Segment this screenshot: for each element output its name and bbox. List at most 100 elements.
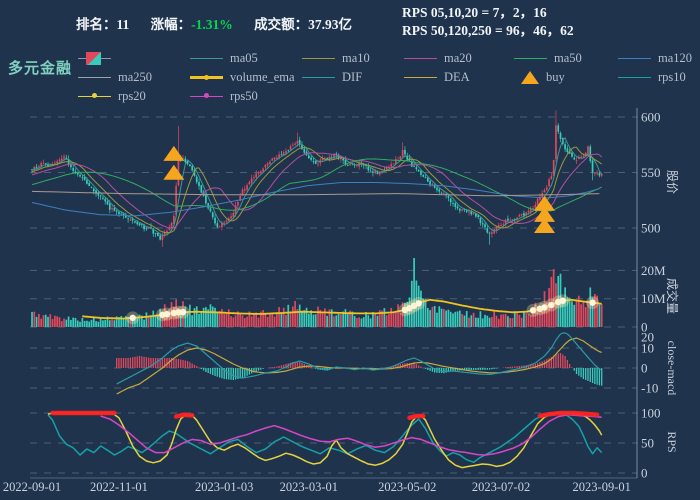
ma250-line	[31, 190, 600, 197]
ma50-line-swatch-icon	[514, 57, 547, 59]
panel-title-rps: RPS	[665, 431, 679, 452]
legend-label: buy	[546, 69, 565, 84]
rps-summary-line-2: RPS 50,120,250 = 96，46，62	[402, 23, 574, 38]
rps-high-highlight-segment	[537, 410, 600, 419]
y-tick-label: 0	[641, 320, 648, 335]
y-tick-label: 100	[641, 406, 661, 421]
legend-marker-dot	[92, 93, 97, 98]
y-tick-label: 0	[641, 466, 648, 481]
ma50-line	[31, 158, 602, 212]
legend-marker-dot	[204, 75, 209, 80]
legend-label: DIF	[342, 69, 363, 84]
legend-item-DEA: DEA	[404, 70, 470, 84]
legend-item-ma120: ma120	[618, 51, 692, 65]
rps20-line-swatch-icon	[78, 93, 111, 98]
legend-label: rps10	[658, 69, 686, 84]
ma10-line-swatch-icon	[302, 57, 335, 59]
DEA-line-swatch-icon	[404, 76, 437, 78]
legend-item-ma50: ma50	[514, 51, 582, 65]
y-tick-label: 50	[641, 436, 654, 451]
ema-marker-icon	[548, 301, 555, 309]
x-tick-label: 2023-05-02	[378, 480, 436, 494]
rps10-line	[47, 412, 603, 463]
ma20-line-swatch-icon	[404, 57, 437, 59]
panel-title-volume: 成交量	[665, 278, 680, 314]
rps50-line	[100, 414, 602, 456]
rps-summary-line-1: RPS 05,10,20 = 7，2，16	[402, 5, 547, 20]
x-tick-label: 2022-11-01	[90, 480, 148, 494]
legend-item-ma20: ma20	[404, 51, 472, 65]
legend-label: ma50	[554, 50, 582, 65]
rps-high-highlight-segment	[173, 412, 195, 419]
ma120-line	[31, 182, 600, 217]
legend-label: rps50	[230, 88, 258, 103]
y-tick-label: 10	[641, 341, 654, 356]
legend-item-rps50: rps50	[190, 89, 258, 103]
ma05-line-swatch-icon	[190, 57, 223, 59]
y-tick-label: 500	[641, 221, 661, 236]
panel-title-macd: close-macd	[665, 341, 679, 396]
ema-marker-icon	[559, 297, 567, 304]
buy-arrow-icon	[521, 70, 539, 84]
legend-label: volume_ema	[230, 69, 295, 84]
y-tick-label: 20	[641, 330, 654, 345]
stock-stats: 排名：11 涨幅：-1.31% 成交额：37.93亿	[76, 13, 352, 33]
legend-label: rps20	[118, 88, 146, 103]
legend-item-candlestick	[78, 51, 118, 65]
stock-name: 多元金融	[8, 61, 73, 77]
legend-label: ma20	[444, 50, 472, 65]
rank-value: 11	[116, 17, 130, 32]
legend-item-volume_ema: volume_ema	[190, 70, 295, 84]
y-tick-label: 10M	[641, 291, 666, 306]
ema-marker-icon	[541, 304, 548, 311]
y-tick-label: 600	[641, 110, 661, 125]
legend-label: DEA	[444, 69, 470, 84]
buy-signal-arrow-icon	[534, 218, 556, 234]
turnover-value: 37.93亿	[308, 17, 353, 32]
ema-marker-icon	[175, 309, 182, 316]
volume_ema-line-swatch-icon	[190, 75, 223, 80]
ema-marker-icon	[415, 300, 422, 307]
rank-label: 排名：	[76, 17, 117, 32]
ma120-line-swatch-icon	[618, 57, 651, 59]
buy-signal-arrow-icon	[163, 164, 185, 180]
buy-signal-arrow-icon	[534, 195, 556, 211]
legend-marker-dot	[204, 93, 209, 98]
ema-marker-icon	[179, 308, 187, 316]
turnover-label: 成交额：	[254, 17, 309, 32]
legend-item-DIF: DIF	[302, 70, 362, 84]
ma10-line	[31, 146, 602, 234]
DIF-line-swatch-icon	[302, 76, 335, 78]
change-label: 涨幅：	[150, 17, 192, 32]
y-tick-label: 550	[641, 165, 661, 180]
legend-item-rps10: rps10	[618, 70, 686, 84]
candlestick-swatch-icon	[78, 51, 111, 65]
ma20-line	[31, 152, 603, 229]
x-tick-label: 2023-09-01	[573, 480, 631, 494]
rps20-line	[47, 412, 603, 469]
y-tick-label: 20M	[641, 263, 666, 278]
rps-summary: RPS 05,10,20 = 7，2，16 RPS 50,120,250 = 9…	[402, 4, 574, 40]
rps-high-highlight-segment	[407, 413, 426, 421]
legend-item-rps20: rps20	[78, 89, 146, 103]
rps50-line-swatch-icon	[190, 93, 223, 98]
y-tick-label: 0	[641, 361, 648, 376]
panel-title-price: 股价	[665, 170, 679, 194]
y-tick-label: -10	[641, 381, 658, 396]
dif-line	[116, 332, 602, 385]
legend-item-ma05: ma05	[190, 51, 258, 65]
legend-item-buy: buy	[514, 70, 565, 84]
ema-marker-icon	[129, 314, 136, 322]
ema-marker-icon	[163, 310, 171, 318]
legend-label: ma120	[658, 50, 693, 65]
legend-label: ma05	[230, 50, 258, 65]
legend-label: ma10	[342, 50, 370, 65]
legend-item-ma10: ma10	[302, 51, 370, 65]
legend-label: ma250	[118, 69, 153, 84]
change-value: -1.31%	[191, 17, 233, 32]
x-tick-label: 2023-07-02	[472, 480, 530, 494]
x-tick-label: 2023-03-01	[280, 480, 338, 494]
x-tick-label: 2022-09-01	[3, 480, 61, 494]
